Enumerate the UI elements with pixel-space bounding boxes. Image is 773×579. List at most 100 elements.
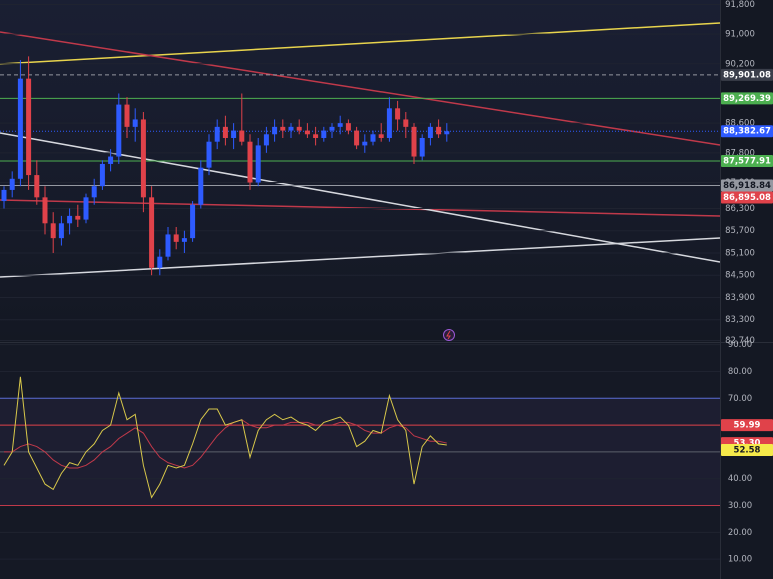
y-tick-label: 70.00	[728, 394, 752, 404]
price-tag-label: 88,382.67	[723, 127, 771, 137]
price-tag	[721, 419, 773, 432]
candle-body	[321, 130, 327, 138]
candle-body	[329, 126, 335, 131]
candle-body	[231, 130, 237, 138]
candle-body	[116, 104, 122, 157]
candle-body	[288, 126, 294, 131]
rsi-line	[3, 376, 447, 499]
y-tick-label: 85,700	[725, 226, 755, 236]
candle-body	[206, 141, 212, 168]
candle-body	[149, 197, 155, 268]
candle-body	[345, 123, 351, 131]
candle-body	[75, 215, 81, 220]
y-tick-label: 91,800	[725, 0, 755, 10]
y-tick-label: 82,740	[725, 336, 755, 346]
price-tag	[721, 191, 773, 204]
chart-layer: 91,80091,00090,20088,60087,80087,00086,3…	[0, 0, 773, 565]
candle-body	[140, 119, 146, 198]
candle-body	[304, 130, 310, 135]
y-tick-label: 91,000	[725, 30, 755, 40]
candle-body	[99, 163, 105, 187]
alert-icon	[443, 329, 455, 341]
price-tag	[721, 125, 773, 138]
candle-body	[280, 126, 286, 131]
candle-body	[50, 223, 56, 239]
y-tick-label: 88,600	[725, 119, 755, 129]
candle-body	[386, 108, 392, 138]
trend-line	[0, 31, 720, 146]
y-tick-label: 87,800	[725, 148, 755, 158]
price-tag	[721, 92, 773, 105]
y-tick-label: 40.00	[728, 474, 752, 484]
alert-icon-bolt	[446, 330, 451, 340]
y-tick-label: 85,100	[725, 248, 755, 258]
candle-body	[403, 119, 409, 127]
candle-body	[296, 126, 302, 131]
candle-body	[1, 189, 7, 202]
candle-body	[173, 234, 179, 242]
candle-body	[58, 223, 64, 239]
candle-body	[190, 204, 196, 239]
y-tick-label: 90.00	[728, 340, 752, 350]
candle-body	[427, 126, 433, 138]
drawings	[0, 22, 720, 278]
candle-body	[337, 123, 343, 127]
price-tag	[721, 179, 773, 192]
y-tick-label: 83,300	[725, 315, 755, 325]
price-tag-label: 86,895.08	[723, 193, 771, 203]
candle-body	[255, 145, 261, 183]
candle-body	[91, 186, 97, 198]
y-tick-label: 10.00	[728, 555, 752, 565]
y-tick-label: 90,200	[725, 59, 755, 69]
price-tag	[721, 68, 773, 81]
candle-body	[157, 256, 163, 268]
candle-body	[313, 134, 319, 138]
y-tick-label: 83,900	[725, 293, 755, 303]
candle-body	[132, 119, 138, 127]
candle-body	[42, 197, 48, 224]
price-tag	[721, 155, 773, 168]
rsi-line	[4, 419, 447, 469]
price-tag-label: 52.58	[734, 446, 761, 456]
price-tag-label: 86,918.84	[723, 181, 771, 191]
candle-body	[247, 141, 253, 183]
price-tag-label: 53.30	[734, 439, 761, 449]
candle-body	[165, 234, 171, 257]
rsi-pane	[0, 343, 720, 579]
candle-body	[67, 215, 73, 224]
candle-body	[362, 141, 368, 146]
trend-line	[0, 237, 720, 278]
price-tag	[721, 444, 773, 457]
candle-body	[108, 156, 114, 164]
y-tick-label: 30.00	[728, 501, 752, 511]
candle-body	[272, 126, 278, 135]
candle-body	[214, 126, 220, 142]
price-tag-label: 87,577.91	[723, 157, 771, 167]
candle-body	[9, 178, 15, 190]
y-tick-label: 80.00	[728, 367, 752, 377]
candle-body	[17, 78, 23, 179]
y-tick-label: 86,300	[725, 204, 755, 214]
candle-body	[378, 134, 384, 138]
candle-body	[436, 126, 442, 135]
candle-body	[370, 134, 376, 142]
candle-body	[198, 167, 204, 205]
candle-body	[124, 104, 130, 127]
candle-body	[444, 131, 450, 135]
candle-body	[263, 134, 269, 146]
candle-body	[419, 137, 425, 157]
candle-body	[34, 175, 40, 198]
candle-body	[222, 126, 228, 138]
y-tick-label: 84,500	[725, 271, 755, 281]
candle-body	[83, 197, 89, 220]
price-tag-label: 59.99	[734, 421, 761, 431]
candle-body	[411, 126, 417, 157]
candle-body	[181, 238, 187, 242]
trend-line	[0, 22, 720, 65]
candle-body	[395, 108, 401, 120]
y-tick-label: 20.00	[728, 528, 752, 538]
candle-body	[239, 130, 245, 142]
price-tag-label: 89,269.39	[723, 94, 771, 104]
candle-body	[26, 78, 32, 176]
